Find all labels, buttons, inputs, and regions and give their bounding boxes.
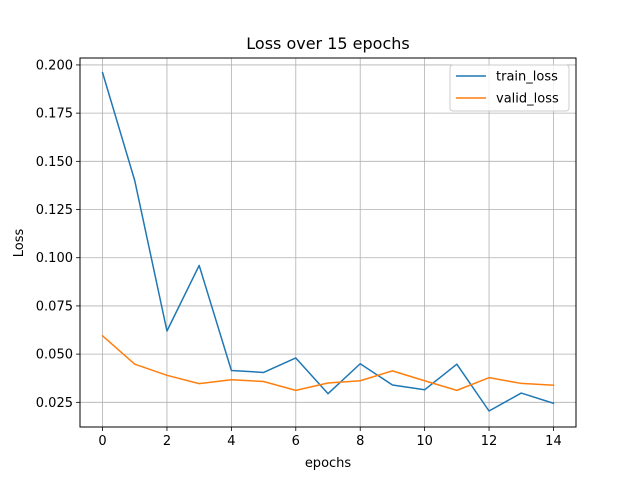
x-tick-label: 10 <box>416 434 433 449</box>
y-tick-label: 0.175 <box>36 107 73 122</box>
y-tick-label: 0.200 <box>36 58 73 73</box>
y-tick-label: 0.100 <box>36 251 73 266</box>
x-tick-label: 2 <box>163 434 171 449</box>
series-layer <box>101 71 555 412</box>
x-tick-label: 12 <box>481 434 498 449</box>
legend-label-valid-loss: valid_loss <box>496 92 559 107</box>
x-tick-label: 4 <box>227 434 235 449</box>
grid <box>80 58 576 427</box>
y-tick-label: 0.050 <box>36 348 73 363</box>
y-tick-label: 0.025 <box>36 396 73 411</box>
series-line-valid-loss <box>101 334 555 392</box>
chart-title: Loss over 15 epochs <box>246 34 409 53</box>
legend-label-train-loss: train_loss <box>496 70 558 85</box>
y-tick-label: 0.125 <box>36 203 73 218</box>
x-tick-label: 14 <box>545 434 562 449</box>
x-tick-label: 8 <box>356 434 364 449</box>
y-axis-ticks: 0.025 0.050 0.075 0.100 0.125 0.150 0.175 0.200 <box>36 58 80 411</box>
x-axis-ticks: 0 2 4 6 8 10 12 14 <box>98 427 562 449</box>
x-tick-label: 0 <box>98 434 106 449</box>
x-axis-label: epochs <box>305 456 352 471</box>
legend: train_loss valid_loss <box>449 64 570 112</box>
y-axis-label: Loss <box>12 229 27 258</box>
series-line-train-loss <box>101 71 555 412</box>
y-tick-label: 0.075 <box>36 299 73 314</box>
y-tick-label: 0.150 <box>36 155 73 170</box>
plot-frame <box>79 57 577 428</box>
x-tick-label: 6 <box>292 434 300 449</box>
